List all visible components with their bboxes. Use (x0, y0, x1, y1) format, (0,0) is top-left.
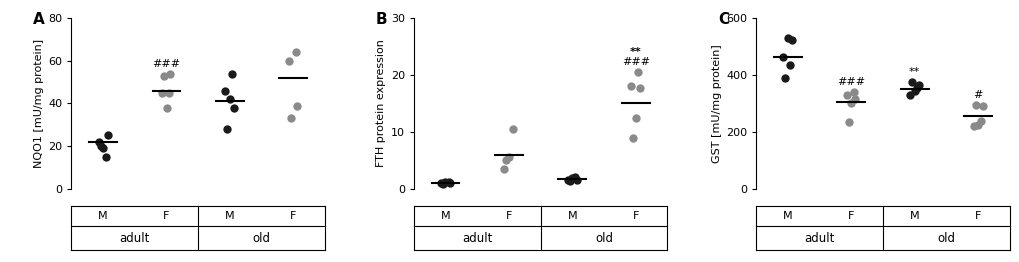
Text: old: old (594, 232, 612, 244)
Text: adult: adult (804, 232, 834, 244)
Text: F: F (163, 211, 169, 221)
Text: F: F (289, 211, 297, 221)
Text: **: ** (908, 67, 919, 77)
Text: #: # (972, 90, 982, 100)
Y-axis label: FTH protein expression: FTH protein expression (376, 40, 386, 167)
Text: adult: adult (462, 232, 492, 244)
Text: M: M (440, 211, 449, 221)
Text: ###: ### (152, 59, 180, 69)
Text: B: B (375, 12, 387, 26)
Text: **: ** (629, 47, 641, 57)
Text: M: M (98, 211, 108, 221)
Text: M: M (567, 211, 577, 221)
Text: old: old (936, 232, 955, 244)
Text: F: F (632, 211, 638, 221)
Text: ###: ### (837, 77, 864, 87)
Y-axis label: NQO1 [mU/mg protein]: NQO1 [mU/mg protein] (34, 39, 44, 168)
Text: adult: adult (119, 232, 150, 244)
Y-axis label: GST [mU/mg protein]: GST [mU/mg protein] (711, 44, 721, 163)
Text: F: F (974, 211, 980, 221)
Text: F: F (847, 211, 854, 221)
Text: A: A (34, 12, 45, 26)
Text: F: F (505, 211, 512, 221)
Text: C: C (717, 12, 729, 26)
Text: old: old (253, 232, 270, 244)
Text: M: M (225, 211, 234, 221)
Text: M: M (909, 211, 918, 221)
Text: M: M (783, 211, 792, 221)
Text: ###: ### (621, 57, 649, 67)
